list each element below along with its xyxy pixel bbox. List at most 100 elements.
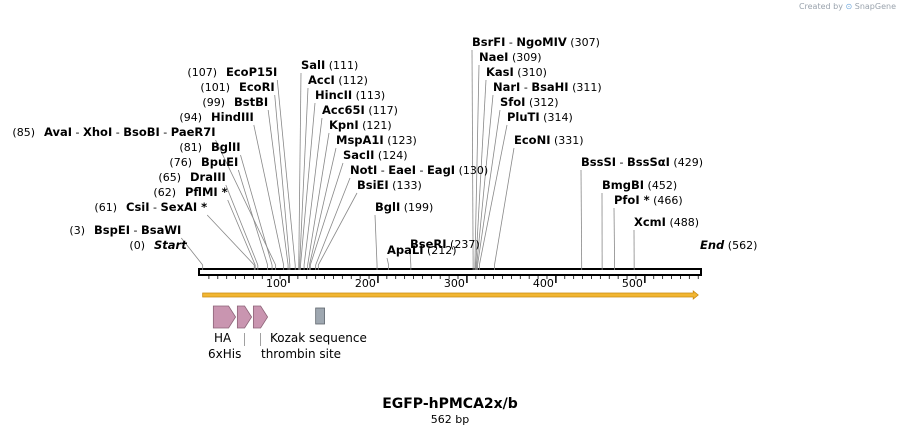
site-label-mspa1i[interactable]: MspA1I (123)	[336, 133, 417, 147]
lead-line	[409, 251, 412, 266]
svg-text:NotI - EaeI - EagI (130): NotI - EaeI - EagI (130)	[350, 163, 488, 177]
svg-text:BglI (199): BglI (199)	[375, 200, 433, 214]
site-label-sfoi[interactable]: SfoI (312)	[500, 95, 559, 109]
cut-site-marks	[202, 265, 635, 270]
site-label-bmgbi[interactable]: BmgBI (452)	[602, 178, 677, 192]
site-position: (237)	[447, 238, 480, 251]
site-label-avai-xhoi-bsobi-paer7i[interactable]: AvaI - XhoI - BsoBI - PaeR7I (85)	[12, 125, 215, 139]
sequence-map: BsrFI - NgoMIV (307)NaeI (309)KasI (310)…	[12, 35, 757, 361]
enzyme-apali: ApaLI	[387, 243, 424, 257]
site-label-bsiei[interactable]: BsiEI (133)	[357, 178, 422, 192]
svg-text:HincII (113): HincII (113)	[315, 88, 385, 102]
site-position: (99)	[202, 96, 225, 109]
name-separator: -	[505, 36, 516, 49]
svg-text:ApaLI (212): ApaLI (212)	[387, 243, 457, 257]
svg-text:SacII (124): SacII (124)	[343, 148, 408, 162]
lead-line	[237, 169, 268, 266]
site-label-acci[interactable]: AccI (112)	[308, 73, 368, 87]
lead-line	[494, 147, 515, 266]
lead-line	[274, 94, 291, 266]
enzyme-avai: AvaI	[44, 125, 72, 139]
lead-line	[307, 132, 330, 266]
site-position: (124)	[374, 149, 407, 162]
site-label-bgli[interactable]: BglI (199)	[375, 200, 433, 214]
site-label-ecori[interactable]: EcoRI (101)	[200, 80, 274, 94]
enzyme-bstbi: BstBI	[234, 95, 268, 109]
site-position: (65)	[158, 171, 181, 184]
ruler: 100 200 300 400 500	[208, 276, 699, 290]
site-label-end[interactable]: End (562)	[700, 238, 757, 252]
site-label-econi[interactable]: EcoNI (331)	[514, 133, 584, 147]
site-label-ecop15i[interactable]: EcoP15I (107)	[187, 65, 277, 79]
name-separator: -	[112, 126, 123, 139]
site-label-noti-eaei-eagi[interactable]: NotI - EaeI - EagI (130)	[350, 163, 488, 177]
svg-text:CsiI - SexAI *: CsiI - SexAI *	[126, 200, 207, 214]
enzyme-bsrfi: BsrFI	[472, 35, 505, 49]
site-label-bsssi-bsss-i[interactable]: BssSI - BssSαI (429)	[581, 155, 703, 169]
ruler-label-400: 400	[533, 277, 554, 290]
enzyme-pfoi: PfoI *	[614, 193, 650, 207]
enzyme-bsss-i: BssSαI	[627, 155, 670, 169]
feature-6xhis[interactable]: 6xHis	[208, 305, 253, 361]
enzyme-draiii: DraIII	[190, 170, 226, 184]
site-label-sacii[interactable]: SacII (124)	[343, 148, 408, 162]
site-position: (429)	[670, 156, 703, 169]
site-label-start[interactable]: Start (0)	[129, 238, 187, 252]
orf-arrow-shape[interactable]	[202, 290, 699, 300]
backbone-bar[interactable]	[198, 268, 702, 276]
site-position: (310)	[514, 66, 547, 79]
feature-ha[interactable]: HA	[212, 305, 237, 345]
lead-line	[303, 117, 323, 266]
lead-line	[317, 192, 358, 266]
snapgene-credit: Created by ⊙ SnapGene	[799, 2, 896, 11]
site-position: (199)	[400, 201, 433, 214]
svg-text:SalI (111): SalI (111)	[301, 58, 358, 72]
site-label-pluti[interactable]: PluTI (314)	[507, 110, 573, 124]
site-label-acc65i[interactable]: Acc65I (117)	[322, 103, 398, 117]
site-label-sali[interactable]: SalI (111)	[301, 58, 358, 72]
lead-line	[180, 237, 203, 266]
site-label-bsrfi-ngomiv[interactable]: BsrFI - NgoMIV (307)	[472, 35, 600, 49]
site-label-bspei-bsawi[interactable]: BspEI - BsaWI (3)	[69, 223, 181, 237]
site-label-bpuei[interactable]: BpuEI (76)	[169, 155, 238, 169]
enzyme-acci: AccI	[308, 73, 335, 87]
site-label-kasi[interactable]: KasI (310)	[486, 65, 547, 79]
snapgene-logo-icon: ⊙	[845, 2, 853, 11]
lead-line	[309, 147, 337, 266]
sequence-backbone	[198, 268, 702, 276]
svg-text:EcoRI: EcoRI	[239, 80, 275, 94]
site-label-draiii[interactable]: DraIII (65)	[158, 170, 225, 184]
feature-label: 6xHis	[208, 347, 241, 361]
site-label-nari-bsahi[interactable]: NarI - BsaHI (311)	[493, 80, 602, 94]
credit-text: Created by	[798, 2, 843, 11]
lead-lines	[180, 49, 635, 266]
enzyme-mspa1i: MspA1I	[336, 133, 384, 147]
feature-box-shape	[315, 307, 325, 325]
site-label-apali[interactable]: ApaLI (212)	[387, 243, 457, 257]
site-label-bstbi[interactable]: BstBI (99)	[202, 95, 268, 109]
site-label-pfoi[interactable]: PfoI * (466)	[614, 193, 683, 207]
enzyme-econi: EcoNI	[514, 133, 550, 147]
ruler-label-500: 500	[622, 277, 643, 290]
lead-line	[475, 79, 487, 266]
site-position: (212)	[424, 244, 457, 257]
name-separator: -	[616, 156, 627, 169]
lead-line	[474, 64, 480, 266]
feature-kozak-sequence[interactable]: Kozak sequence	[270, 307, 367, 345]
site-label-bglii[interactable]: BglII (81)	[179, 140, 240, 154]
site-position: (123)	[384, 134, 417, 147]
site-label-kpni[interactable]: KpnI (121)	[329, 118, 392, 132]
site-label-pflmi[interactable]: PflMI * (62)	[153, 185, 227, 199]
site-position: (101)	[200, 81, 230, 94]
enzyme-bglii: BglII	[211, 140, 241, 154]
svg-text:AccI (112): AccI (112)	[308, 73, 368, 87]
site-label-naei[interactable]: NaeI (309)	[479, 50, 542, 64]
site-label-hindiii[interactable]: HindIII (94)	[179, 110, 253, 124]
site-label-xcmi[interactable]: XcmI (488)	[634, 215, 699, 229]
feature-thrombin-site[interactable]: thrombin site	[252, 305, 341, 361]
site-label-csii-sexai[interactable]: CsiI - SexAI * (61)	[94, 200, 207, 214]
site-label-bseri[interactable]: BseRI (237)	[410, 237, 480, 251]
site-label-hincii[interactable]: HincII (113)	[315, 88, 385, 102]
svg-text:Start: Start	[154, 238, 187, 252]
lead-line	[374, 214, 378, 266]
